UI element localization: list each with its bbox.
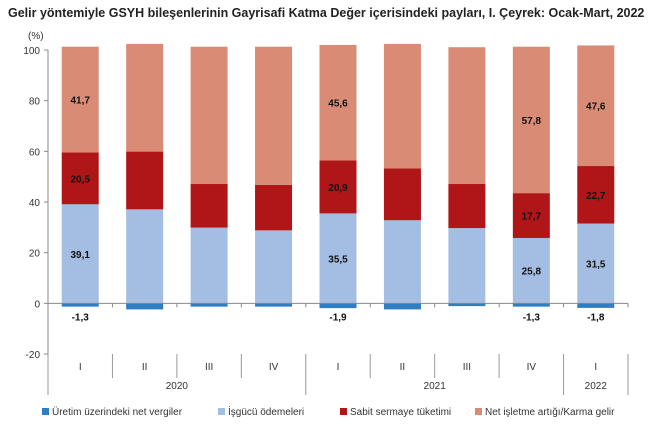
data-label: 20,9 xyxy=(328,183,348,194)
bar-segment xyxy=(577,45,615,167)
data-label: -1,8 xyxy=(587,312,605,323)
x-tick-label: II xyxy=(142,362,148,373)
bar-segment xyxy=(126,303,164,310)
bar-segment xyxy=(448,228,486,304)
bar-segment xyxy=(319,160,357,214)
bar-segment xyxy=(512,46,550,194)
x-tick-label: I xyxy=(337,362,340,373)
data-label: -1,3 xyxy=(523,312,541,323)
x-tick-label: III xyxy=(205,362,213,373)
legend-swatch xyxy=(42,408,49,415)
chart-title: Gelir yöntemiyle GSYH bileşenlerinin Gay… xyxy=(8,6,645,20)
legend-entry: Sabit sermaye tüketimi xyxy=(350,407,451,418)
y-tick-label: 60 xyxy=(29,147,41,158)
bar-segment xyxy=(126,43,164,152)
bar-segment xyxy=(448,47,486,185)
y-tick-label: -20 xyxy=(26,350,41,361)
y-tick-label: 80 xyxy=(29,97,41,108)
data-label: 20,5 xyxy=(70,174,90,185)
bar-segment xyxy=(383,220,421,304)
legend-entry: Net işletme artığı/Karma gelir xyxy=(485,407,615,418)
legend-entry: İşgücü ödemeleri xyxy=(228,405,304,418)
bar-segment xyxy=(61,152,99,205)
x-group-label: 2022 xyxy=(585,381,608,392)
bar-segment xyxy=(126,209,164,304)
bar-segment xyxy=(255,46,293,185)
x-tick-label: III xyxy=(463,362,471,373)
bar-segment xyxy=(190,227,228,304)
bar-segment xyxy=(383,303,421,310)
bar-segment xyxy=(319,303,357,309)
data-label: 41,7 xyxy=(70,96,90,107)
x-group-label: 2020 xyxy=(166,381,189,392)
bar-segment xyxy=(577,303,615,308)
legend-entry: Üretim üzerindeki net vergiler xyxy=(52,406,183,418)
bar-segment xyxy=(61,46,99,153)
bar-segment xyxy=(448,303,486,307)
y-axis-label: (%) xyxy=(28,31,44,42)
data-label: -1,3 xyxy=(72,312,90,323)
data-label: 31,5 xyxy=(586,259,606,270)
bar-segment xyxy=(190,46,228,185)
x-group-label: 2021 xyxy=(424,381,447,392)
bar-segment xyxy=(512,193,550,238)
data-label: 35,5 xyxy=(328,254,348,265)
data-label: 17,7 xyxy=(522,212,542,223)
x-tick-label: I xyxy=(79,362,82,373)
x-tick-label: II xyxy=(400,362,406,373)
data-label: -1,9 xyxy=(329,312,347,323)
bar-segment xyxy=(190,184,228,228)
bar-segment xyxy=(383,43,421,169)
data-label: 47,6 xyxy=(586,102,606,113)
bar-segment xyxy=(255,184,293,231)
legend-swatch xyxy=(340,408,347,415)
legend-swatch xyxy=(218,408,225,415)
x-tick-label: IV xyxy=(527,362,537,373)
y-tick-label: 0 xyxy=(34,299,40,310)
data-label: 22,7 xyxy=(586,191,606,202)
data-label: 25,8 xyxy=(522,267,542,278)
bar-segment xyxy=(190,303,228,307)
bar-segment xyxy=(255,303,293,307)
bar-segment xyxy=(126,151,164,210)
bar-segment xyxy=(61,204,99,304)
bar-segment xyxy=(383,168,421,221)
bar-segment xyxy=(61,303,99,307)
data-label: 57,8 xyxy=(522,116,542,127)
bar-segment xyxy=(512,237,550,304)
data-label: 39,1 xyxy=(70,250,90,261)
bar-segment xyxy=(448,184,486,229)
bar-segment xyxy=(319,44,357,161)
bar-segment xyxy=(512,303,550,307)
bar-segment xyxy=(577,166,615,224)
bar-segment xyxy=(255,230,293,304)
y-tick-label: 100 xyxy=(23,46,40,57)
data-label: 45,6 xyxy=(328,99,348,110)
legend-swatch xyxy=(475,408,482,415)
bar-segment xyxy=(319,213,357,304)
y-tick-label: 40 xyxy=(29,198,41,209)
bar-segment xyxy=(577,223,615,304)
x-tick-label: IV xyxy=(269,362,279,373)
y-tick-label: 20 xyxy=(29,249,41,260)
x-tick-label: I xyxy=(594,362,597,373)
